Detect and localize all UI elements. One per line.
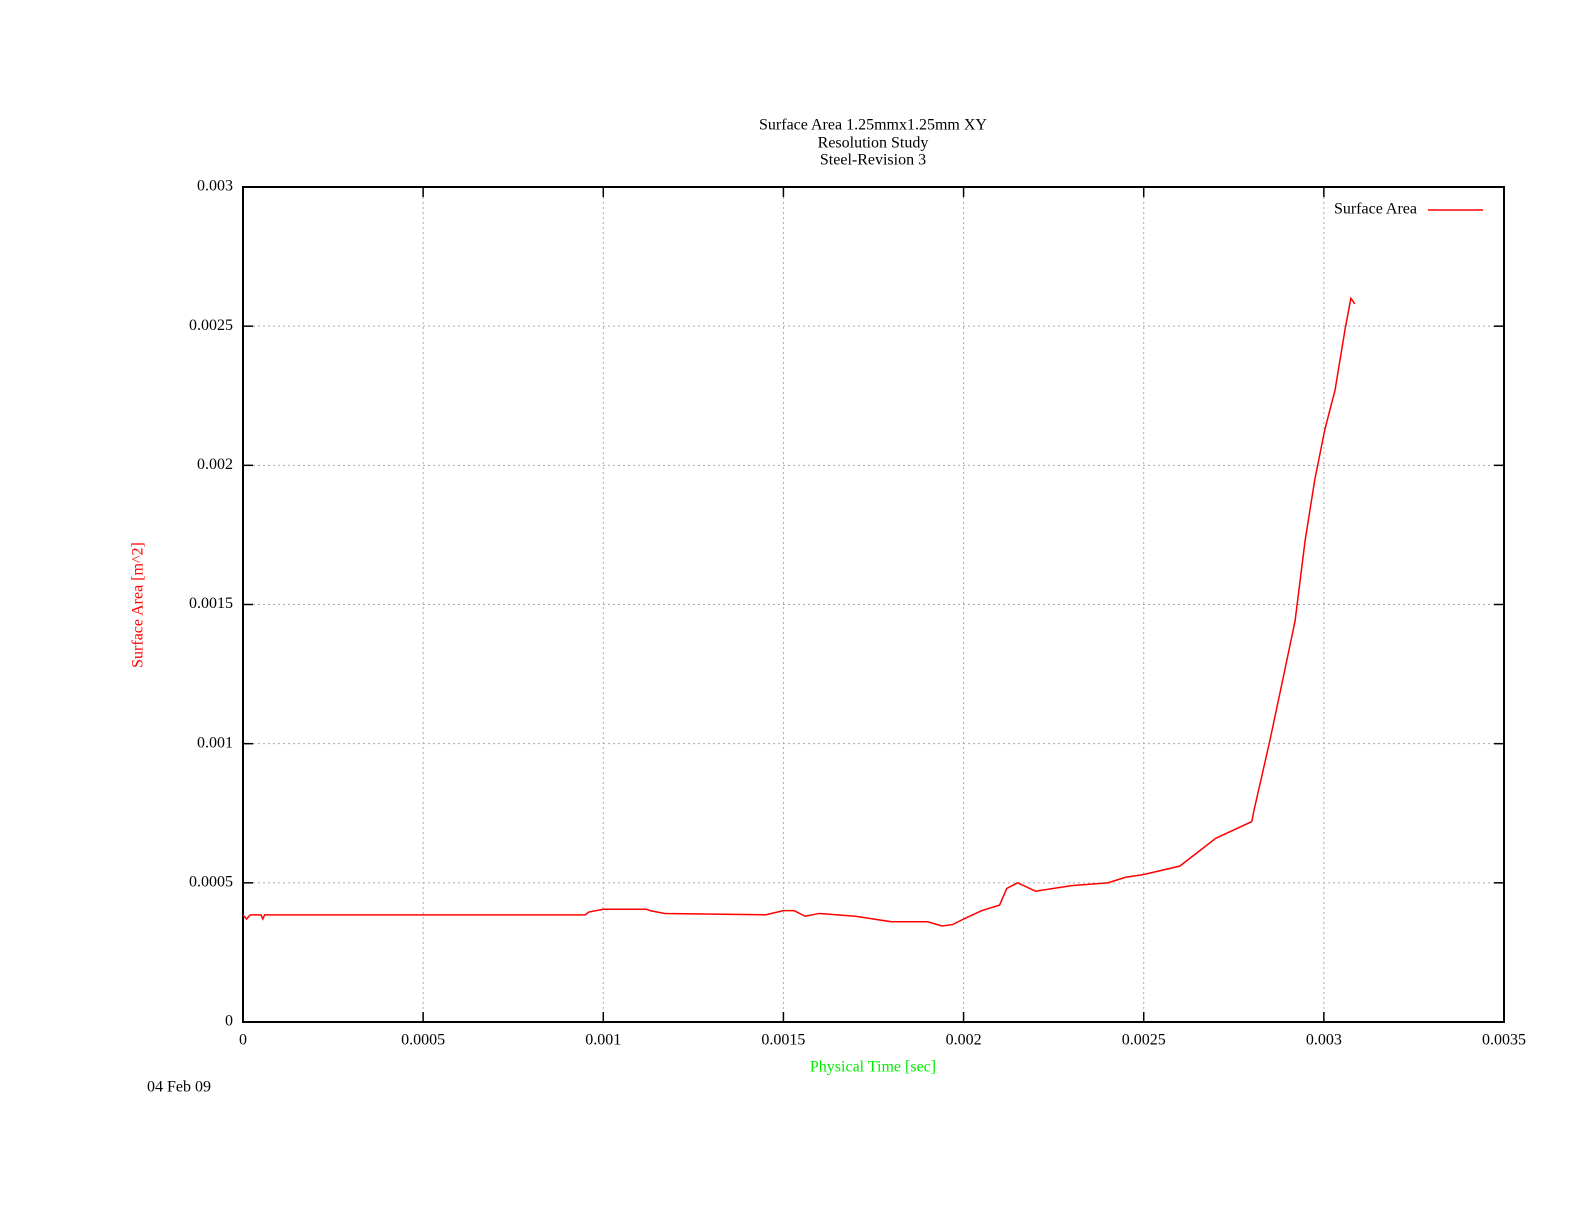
legend-label: Surface Area [1334,201,1417,218]
x-tick-label: 0.0035 [1482,1032,1526,1049]
data-line [242,296,1356,927]
y-tick-label: 0.003 [197,178,233,195]
chart-title: Steel-Revision 3 [820,152,926,169]
y-tick-label: 0.0025 [189,317,233,334]
y-tick-label: 0.002 [197,456,233,473]
y-tick-label: 0 [225,1013,233,1030]
x-axis-label: Physical Time [sec] [810,1059,936,1076]
x-tick-label: 0.001 [585,1032,621,1049]
chart-title: Surface Area 1.25mmx1.25mm XY [759,117,987,134]
y-tick-label: 0.001 [197,734,233,751]
x-tick-label: 0.002 [946,1032,982,1049]
chart-title: Resolution Study [818,135,929,152]
annotation: 04 Feb 09 [147,1079,211,1096]
x-tick-label: 0 [239,1032,247,1049]
y-tick-label: 0.0015 [189,595,233,612]
x-tick-label: 0.0005 [401,1032,445,1049]
x-tick-label: 0.0015 [761,1032,805,1049]
y-tick-label: 0.0005 [189,874,233,891]
y-axis-label: Surface Area [m^2] [130,542,147,668]
x-tick-label: 0.0025 [1122,1032,1166,1049]
x-tick-label: 0.003 [1306,1032,1342,1049]
plot-frame [242,186,1505,1023]
